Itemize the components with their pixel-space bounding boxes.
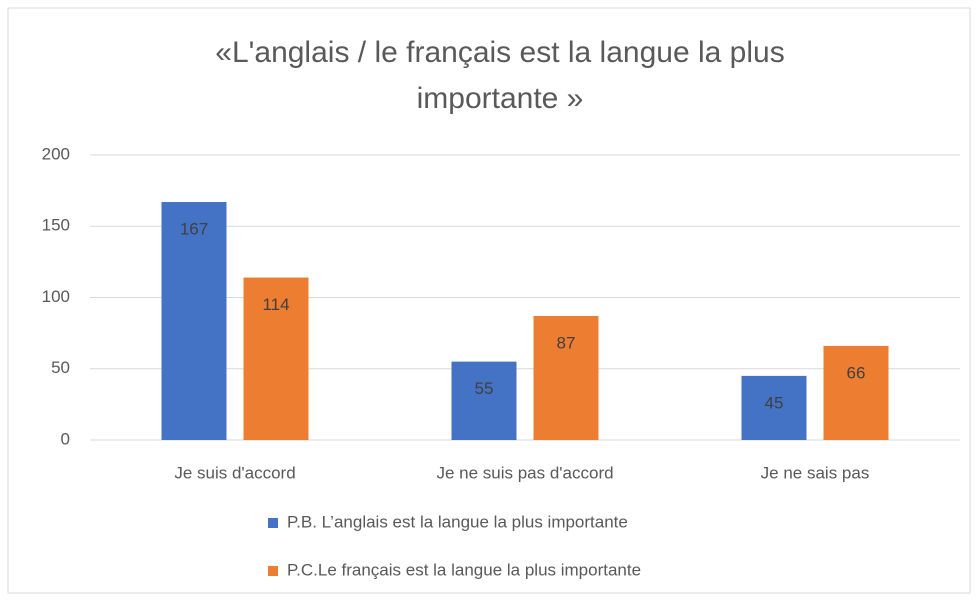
chart-border bbox=[7, 7, 971, 594]
x-tick-label: Je ne suis pas d'accord bbox=[436, 463, 613, 482]
data-label: 55 bbox=[475, 379, 494, 398]
bar bbox=[243, 277, 309, 440]
legend-swatch bbox=[268, 518, 278, 528]
bar bbox=[161, 202, 227, 440]
legend-label: P.C.Le français est la langue la plus im… bbox=[287, 560, 641, 579]
bar bbox=[451, 361, 517, 440]
bar bbox=[533, 316, 599, 440]
legend-swatch bbox=[268, 566, 278, 576]
data-label: 45 bbox=[765, 393, 784, 412]
y-tick-label: 50 bbox=[51, 358, 70, 377]
y-tick-label: 200 bbox=[42, 144, 70, 163]
y-tick-label: 0 bbox=[61, 429, 70, 448]
data-label: 114 bbox=[262, 295, 289, 314]
data-label: 66 bbox=[847, 363, 866, 382]
bar bbox=[823, 345, 889, 440]
x-tick-label: Je ne sais pas bbox=[761, 463, 870, 482]
data-label: 167 bbox=[180, 220, 208, 239]
data-label: 87 bbox=[557, 334, 576, 353]
x-tick-label: Je suis d'accord bbox=[174, 463, 295, 482]
bar bbox=[741, 375, 807, 440]
legend-label: P.B. L’anglais est la langue la plus imp… bbox=[287, 512, 628, 531]
y-tick-label: 100 bbox=[42, 287, 70, 306]
y-tick-label: 150 bbox=[42, 216, 70, 235]
chart-title: «L'anglais / le français est la langue l… bbox=[215, 36, 785, 115]
